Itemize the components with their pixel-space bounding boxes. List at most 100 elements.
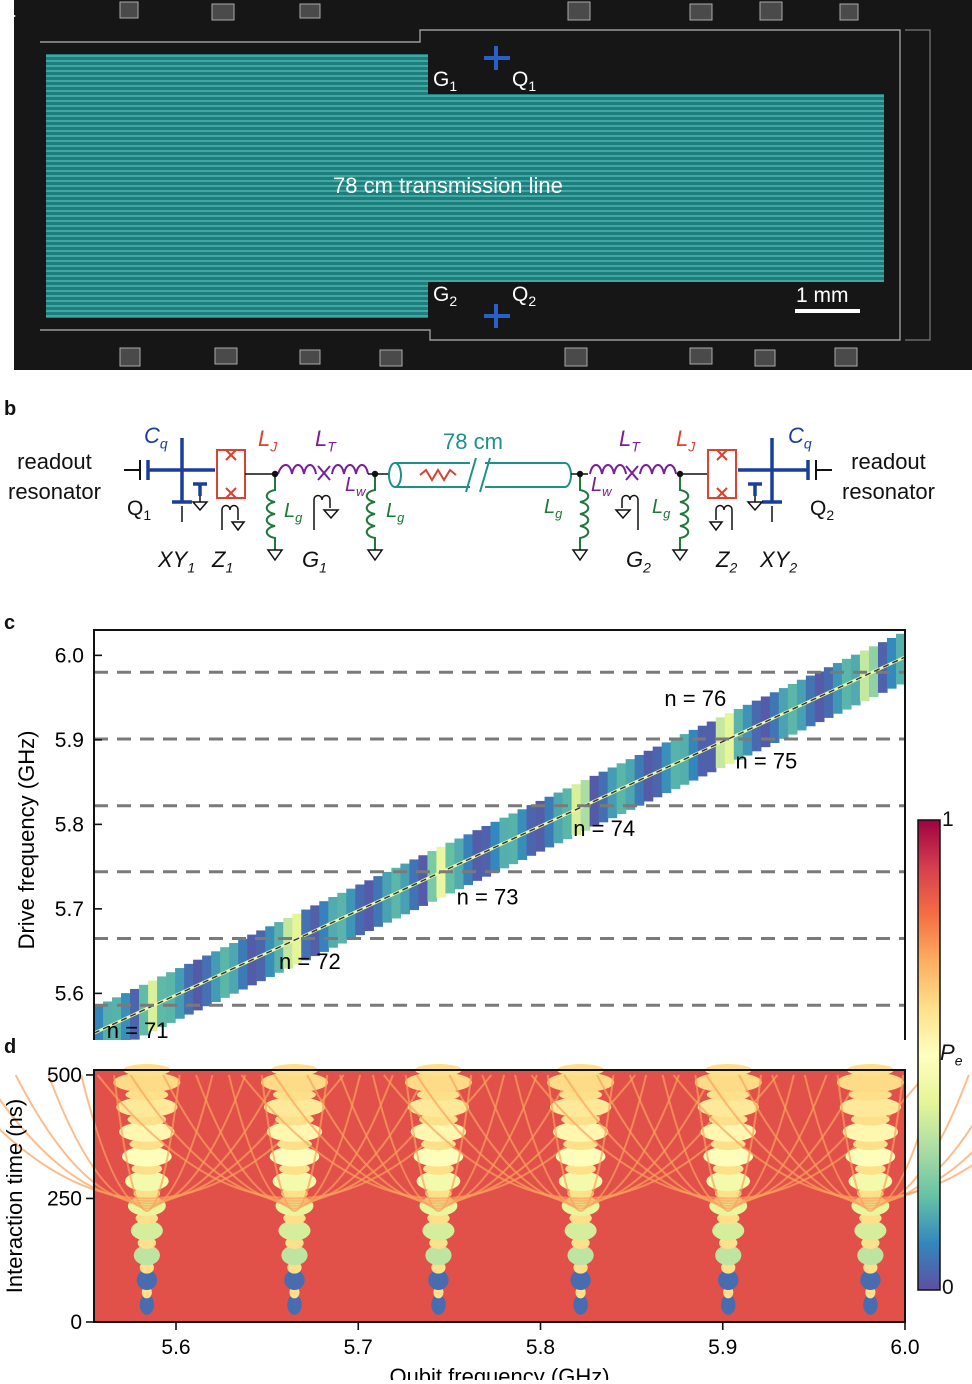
chevron-arc bbox=[628, 1074, 828, 1207]
swap-oscillation bbox=[260, 1072, 329, 1093]
swap-oscillation bbox=[422, 1220, 455, 1241]
y-tick-label: 5.7 bbox=[55, 898, 84, 921]
x-tick-label: 5.9 bbox=[708, 1336, 737, 1359]
chevron-arc bbox=[227, 1074, 362, 1210]
circuit-diagram bbox=[124, 438, 832, 562]
label-g1-circuit: G1 bbox=[302, 547, 327, 576]
qubit-cross-q2 bbox=[484, 304, 510, 328]
chevron-arc bbox=[415, 1074, 746, 1202]
transmission-line-symbol bbox=[388, 457, 572, 493]
label-z1: Z1 bbox=[212, 547, 234, 576]
chevron-arc bbox=[481, 1074, 680, 1207]
swap-oscillation bbox=[116, 1097, 178, 1118]
label-lj-left: LJ bbox=[258, 426, 278, 455]
label-cq-left: Cq bbox=[144, 423, 168, 452]
chevron-arc bbox=[705, 1074, 972, 1202]
swap-oscillation bbox=[281, 1245, 308, 1266]
label-q1-circuit: Q1 bbox=[127, 497, 152, 524]
transmission-line-loss bbox=[419, 468, 457, 482]
theory-curve bbox=[93, 656, 906, 1034]
swap-oscillation bbox=[549, 1097, 612, 1118]
swap-oscillation bbox=[842, 1121, 899, 1142]
colorbar-tick-bottom: 0 bbox=[942, 1276, 954, 1299]
y-axis-label: Drive frequency (GHz) bbox=[14, 731, 39, 950]
label-xy1: XY1 bbox=[158, 547, 196, 576]
swap-oscillation bbox=[416, 1171, 461, 1192]
swap-oscillation bbox=[558, 1171, 603, 1192]
mode-number-label: n = 76 bbox=[664, 686, 726, 711]
mode-number-label: n = 72 bbox=[279, 949, 341, 974]
chip-micrograph bbox=[14, 0, 972, 370]
swap-oscillation bbox=[718, 1270, 739, 1290]
swap-oscillation bbox=[122, 1146, 172, 1167]
label-lt-right: LT bbox=[619, 426, 640, 455]
swap-oscillation bbox=[136, 1270, 158, 1290]
swap-chart: 5.6 5.7 5.8 5.9 6.0 0 250 500 Qubit frequency (G… bbox=[0, 1064, 972, 1380]
qubit-capacitor-right bbox=[738, 438, 810, 504]
swap-oscillation bbox=[715, 1245, 742, 1266]
band-strip bbox=[121, 993, 131, 1040]
right-readout-coupler bbox=[815, 460, 832, 480]
label-q1: Q1 bbox=[512, 68, 537, 95]
chevron-arc bbox=[672, 1074, 972, 1200]
spectroscopy-chart: 5.6 5.7 5.8 5.9 6.0 Drive frequency (GHz) n = … bbox=[14, 629, 906, 1040]
swap-oscillation bbox=[712, 1220, 745, 1241]
swap-oscillation bbox=[124, 1171, 169, 1192]
label-g1: G1 bbox=[433, 68, 458, 95]
swap-oscillation bbox=[269, 1146, 320, 1167]
label-cq-right: Cq bbox=[788, 423, 812, 452]
swap-oscillation bbox=[857, 1245, 884, 1266]
colorbar-scale bbox=[917, 819, 941, 1291]
x-tick-label: 5.8 bbox=[526, 1336, 555, 1359]
band-strip bbox=[94, 1005, 104, 1040]
plot-frame bbox=[93, 1069, 906, 1323]
chevron-arc bbox=[694, 1074, 763, 1212]
swap-oscillation bbox=[845, 1146, 896, 1167]
swap-oscillation bbox=[573, 1294, 588, 1315]
chevron-arc bbox=[738, 1074, 972, 1205]
x-axis-label: Qubit frequency (GHz) bbox=[389, 1364, 609, 1380]
swap-oscillation bbox=[570, 1270, 591, 1290]
heatmap-background bbox=[94, 1070, 905, 1322]
swap-oscillation bbox=[567, 1245, 594, 1266]
panel-b-letter: b bbox=[4, 398, 17, 420]
inductor-chain-left bbox=[277, 464, 369, 481]
qubit-cross-q1 bbox=[484, 46, 510, 70]
scale-bar-label: 1 mm bbox=[796, 284, 849, 307]
chevron-arc bbox=[514, 1074, 648, 1210]
colorbar-tick-top: 1 bbox=[942, 808, 954, 831]
swap-oscillation bbox=[425, 1245, 452, 1266]
swap-oscillation bbox=[287, 1294, 302, 1315]
label-z2: Z2 bbox=[716, 547, 738, 576]
chevron-arc bbox=[113, 1074, 181, 1212]
swap-oscillation bbox=[410, 1121, 467, 1142]
swap-oscillation bbox=[863, 1294, 878, 1315]
chevron-arc bbox=[339, 1074, 538, 1207]
label-q2-circuit: Q2 bbox=[810, 497, 835, 524]
band-strip bbox=[103, 1001, 113, 1040]
label-g2-circuit: G2 bbox=[626, 547, 651, 576]
label-lj-right: LJ bbox=[676, 426, 696, 455]
y-tick-label: 500 bbox=[47, 1064, 82, 1087]
y-tick-label: 6.0 bbox=[55, 644, 84, 667]
swap-oscillation bbox=[284, 1270, 305, 1290]
transmission-line-meander bbox=[46, 54, 884, 318]
panel-d-letter: d bbox=[4, 1036, 17, 1058]
label-g2: G2 bbox=[433, 283, 458, 310]
chevron-arc bbox=[546, 1074, 615, 1212]
mode-number-label: n = 74 bbox=[573, 816, 635, 841]
swap-oscillation bbox=[552, 1121, 609, 1142]
swap-oscillation bbox=[854, 1220, 887, 1241]
swap-oscillation bbox=[836, 1072, 904, 1093]
panel-a-letter: a bbox=[4, 0, 16, 22]
x-tick-label: 5.7 bbox=[344, 1336, 373, 1359]
chevron-arc bbox=[404, 1074, 473, 1212]
colorbar-label: Pe bbox=[940, 1040, 963, 1069]
swap-oscillation bbox=[848, 1171, 893, 1192]
readout-resonator-right: readout resonator bbox=[842, 449, 935, 504]
swap-oscillation bbox=[564, 1220, 597, 1241]
ground-inductor-right bbox=[579, 476, 690, 550]
y-axis-label: Interaction time (ns) bbox=[2, 1099, 27, 1293]
swap-oscillation bbox=[703, 1146, 754, 1167]
swap-oscillation bbox=[413, 1146, 464, 1167]
